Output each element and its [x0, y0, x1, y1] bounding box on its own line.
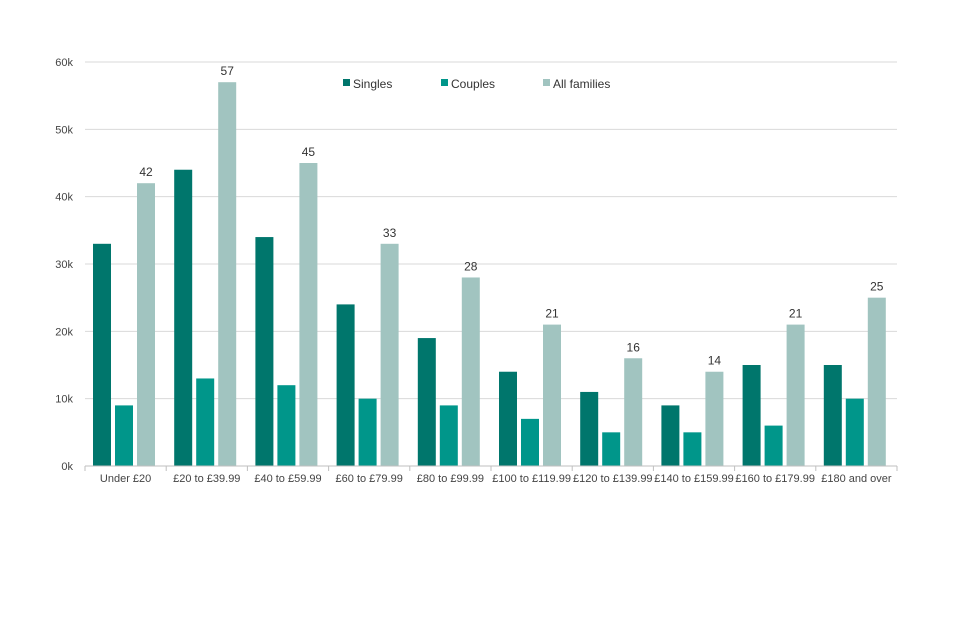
- x-tick-label: £160 to £179.99: [735, 473, 815, 485]
- x-tick-label: £60 to £79.99: [336, 473, 403, 485]
- bar-couples: [115, 405, 133, 466]
- data-label: 57: [221, 64, 235, 78]
- data-label: 25: [870, 280, 884, 294]
- legend-swatch: [441, 79, 448, 86]
- bar-singles: [336, 304, 355, 466]
- y-tick-label: 50k: [55, 124, 73, 136]
- legend-label: Singles: [353, 77, 392, 91]
- bar-couples: [358, 398, 377, 466]
- bar-couples: [845, 398, 864, 466]
- bar-couples: [764, 425, 783, 466]
- data-label: 14: [708, 354, 722, 368]
- bar-couples: [683, 432, 702, 466]
- data-label: 42: [139, 165, 153, 179]
- bar-singles: [823, 365, 842, 466]
- y-axis: 0k 10k 20k 30k 40k 50k 60k: [55, 57, 73, 473]
- legend-swatch: [543, 79, 550, 86]
- legend: Singles Couples All families: [343, 77, 610, 91]
- bar-singles: [93, 243, 111, 466]
- x-tick-label: £80 to £99.99: [417, 473, 484, 485]
- data-label: 33: [383, 226, 397, 240]
- bar-couples: [521, 418, 539, 466]
- x-tick-label: £120 to £139.99: [573, 473, 653, 485]
- x-tick-label: £20 to £39.99: [173, 473, 240, 485]
- legend-swatch: [343, 79, 350, 86]
- bar-all-families: [705, 371, 724, 466]
- bar-all-families: [624, 358, 643, 466]
- legend-label: Couples: [451, 77, 495, 91]
- y-tick-label: 30k: [55, 259, 73, 271]
- bars: [93, 82, 886, 466]
- x-tick-label: £140 to £159.99: [654, 473, 734, 485]
- bar-all-families: [218, 82, 237, 466]
- bar-all-families: [543, 324, 561, 466]
- bar-all-families: [299, 163, 318, 466]
- y-tick-label: 10k: [55, 394, 73, 406]
- bar-couples: [196, 378, 215, 466]
- bar-all-families: [380, 243, 399, 466]
- bar-singles: [580, 391, 599, 466]
- legend-label: All families: [553, 77, 610, 91]
- data-label: 21: [545, 307, 559, 321]
- gridlines: [85, 61, 897, 400]
- bar-couples: [277, 385, 296, 466]
- y-tick-label: 20k: [55, 326, 73, 338]
- data-label: 28: [464, 259, 478, 273]
- y-tick-label: 40k: [55, 192, 73, 204]
- x-axis: Under £20 £20 to £39.99 £40 to £59.99 £60 t…: [84, 465, 898, 485]
- bar-all-families: [137, 183, 155, 466]
- bar-couples: [602, 432, 621, 466]
- data-label: 16: [627, 340, 641, 354]
- y-tick-label: 60k: [55, 57, 73, 69]
- bar-all-families: [867, 297, 886, 466]
- bar-singles: [174, 169, 193, 466]
- x-tick-label: £100 to £119.99: [492, 473, 571, 485]
- data-label: 45: [302, 145, 316, 159]
- x-tick-label: £40 to £59.99: [254, 473, 321, 485]
- bar-singles: [661, 405, 680, 466]
- bar-couples: [439, 405, 458, 466]
- data-label: 21: [789, 307, 803, 321]
- bar-singles: [417, 338, 436, 466]
- y-tick-label: 0k: [61, 461, 73, 473]
- bar-singles: [255, 237, 274, 466]
- x-tick-label: £180 and over: [821, 473, 892, 485]
- bar-singles: [499, 371, 517, 466]
- x-tick-label: Under £20: [100, 473, 151, 485]
- bar-all-families: [461, 277, 480, 466]
- bar-all-families: [786, 324, 805, 466]
- data-labels: 42 57 45 33 28 21 16 14 21 25: [139, 64, 883, 368]
- bar-singles: [742, 365, 761, 466]
